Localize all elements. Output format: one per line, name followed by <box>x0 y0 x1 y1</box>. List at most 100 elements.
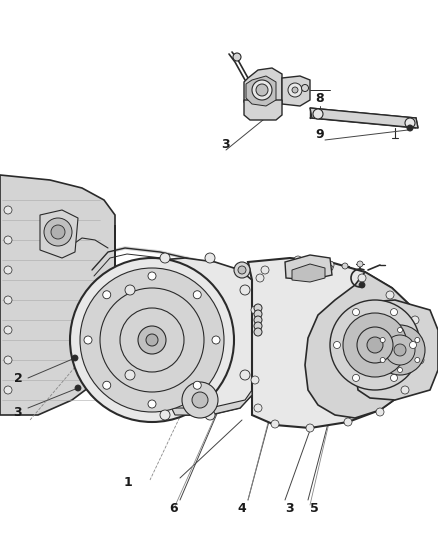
Circle shape <box>4 356 12 364</box>
Circle shape <box>380 358 385 362</box>
Circle shape <box>254 328 262 336</box>
Circle shape <box>4 236 12 244</box>
Circle shape <box>182 382 218 418</box>
Polygon shape <box>305 272 425 418</box>
Circle shape <box>70 258 234 422</box>
Circle shape <box>4 206 12 214</box>
Polygon shape <box>0 175 115 415</box>
Circle shape <box>358 274 366 282</box>
Circle shape <box>192 392 208 408</box>
Circle shape <box>44 218 72 246</box>
Circle shape <box>411 316 419 324</box>
Circle shape <box>256 84 268 96</box>
Circle shape <box>4 386 12 394</box>
Circle shape <box>254 404 262 412</box>
Circle shape <box>240 285 250 295</box>
Circle shape <box>394 344 406 356</box>
Circle shape <box>72 355 78 361</box>
Text: 3: 3 <box>222 138 230 150</box>
Circle shape <box>292 87 298 93</box>
Circle shape <box>84 336 92 344</box>
Circle shape <box>294 256 302 264</box>
Text: 4: 4 <box>238 502 246 514</box>
Circle shape <box>385 335 415 365</box>
Circle shape <box>138 326 166 354</box>
Circle shape <box>342 263 348 269</box>
Text: 2: 2 <box>14 372 22 384</box>
Circle shape <box>148 400 156 408</box>
Circle shape <box>407 125 413 131</box>
Text: 9: 9 <box>316 128 324 141</box>
Circle shape <box>254 304 262 312</box>
Polygon shape <box>40 210 78 258</box>
Circle shape <box>401 386 409 394</box>
Circle shape <box>193 381 201 389</box>
Polygon shape <box>310 108 418 128</box>
Circle shape <box>416 356 424 364</box>
Polygon shape <box>246 76 276 106</box>
Circle shape <box>251 376 259 384</box>
Polygon shape <box>115 225 252 415</box>
Circle shape <box>252 80 272 100</box>
Circle shape <box>333 342 340 349</box>
Circle shape <box>51 225 65 239</box>
Circle shape <box>343 313 407 377</box>
Circle shape <box>205 253 215 263</box>
Circle shape <box>357 327 393 363</box>
Circle shape <box>415 337 420 343</box>
Circle shape <box>80 268 224 412</box>
Circle shape <box>261 266 269 274</box>
Circle shape <box>103 290 111 298</box>
Circle shape <box>256 274 264 282</box>
Circle shape <box>301 85 308 92</box>
Circle shape <box>212 336 220 344</box>
Circle shape <box>4 326 12 334</box>
Circle shape <box>146 334 158 346</box>
Circle shape <box>405 118 415 128</box>
Circle shape <box>353 374 360 382</box>
Circle shape <box>376 408 384 416</box>
Circle shape <box>233 53 241 61</box>
Circle shape <box>254 310 262 318</box>
Circle shape <box>254 316 262 324</box>
Polygon shape <box>285 255 332 280</box>
Text: 8: 8 <box>316 92 324 104</box>
Text: 5: 5 <box>310 502 318 514</box>
Circle shape <box>271 420 279 428</box>
Circle shape <box>398 327 403 333</box>
Circle shape <box>148 272 156 280</box>
Circle shape <box>357 261 363 267</box>
Circle shape <box>160 410 170 420</box>
Circle shape <box>4 296 12 304</box>
Circle shape <box>251 306 259 314</box>
Circle shape <box>120 308 184 372</box>
Circle shape <box>391 374 398 382</box>
Circle shape <box>4 266 12 274</box>
Circle shape <box>125 285 135 295</box>
Circle shape <box>353 309 360 316</box>
Circle shape <box>306 424 314 432</box>
Circle shape <box>327 265 333 271</box>
Polygon shape <box>248 258 425 428</box>
Circle shape <box>238 266 246 274</box>
Polygon shape <box>244 100 282 120</box>
Circle shape <box>375 325 425 375</box>
Circle shape <box>100 288 204 392</box>
Circle shape <box>240 370 250 380</box>
Circle shape <box>391 309 398 316</box>
Circle shape <box>415 358 420 362</box>
Text: 3: 3 <box>14 406 22 418</box>
Circle shape <box>386 291 394 299</box>
Circle shape <box>380 337 385 343</box>
Circle shape <box>125 370 135 380</box>
Circle shape <box>75 385 81 391</box>
Circle shape <box>367 337 383 353</box>
Circle shape <box>359 282 365 288</box>
Polygon shape <box>292 264 325 282</box>
Circle shape <box>410 342 417 349</box>
Circle shape <box>288 83 302 97</box>
Text: 6: 6 <box>170 502 178 514</box>
Circle shape <box>344 418 352 426</box>
Text: 1: 1 <box>124 477 132 489</box>
Circle shape <box>326 261 334 269</box>
